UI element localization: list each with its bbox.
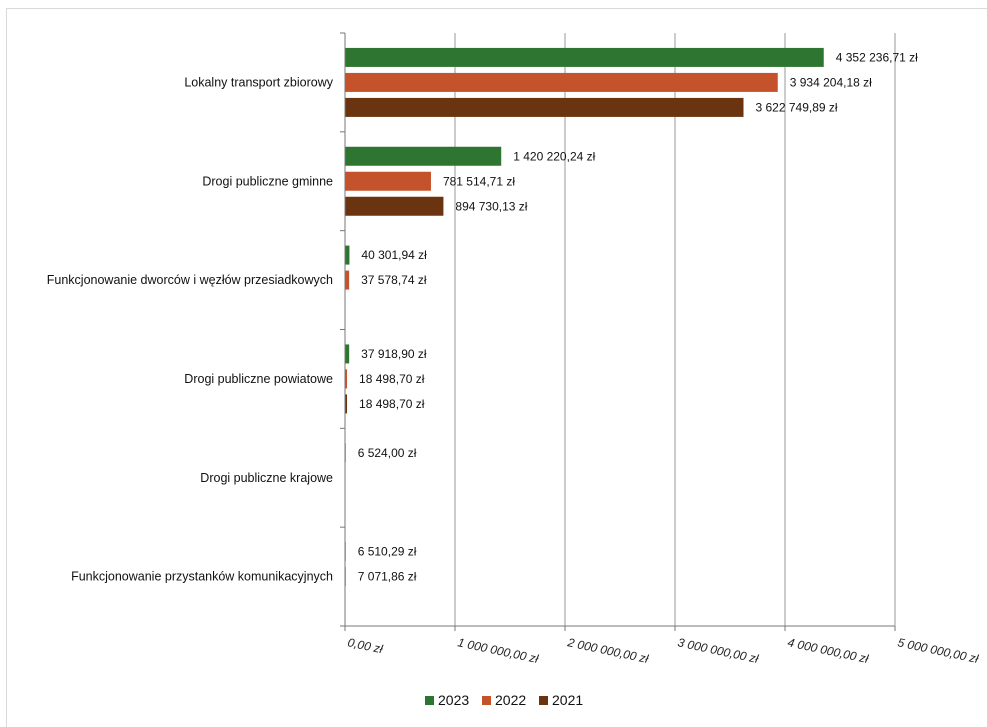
legend-layer: 2023 2022 2021 (425, 692, 583, 708)
x-tick-label: 4 000 000,00 zł (786, 635, 870, 666)
y-category-label: Funkcjonowanie przystanków komunikacyjny… (71, 570, 333, 584)
bar-2022 (345, 270, 350, 290)
data-label: 3 934 204,18 zł (790, 75, 872, 89)
data-label: 18 498,70 zł (359, 397, 425, 411)
frame-top-border (6, 8, 987, 9)
bar-2023 (345, 245, 350, 265)
data-label: 18 498,70 zł (359, 372, 425, 386)
bar-2023 (345, 344, 350, 364)
legend-swatch-2021 (539, 696, 548, 705)
y-category-label: Funkcjonowanie dworców i węzłów przesiad… (47, 273, 333, 287)
data-label: 3 622 749,89 zł (756, 100, 838, 114)
y-category-label: Drogi publiczne powiatowe (184, 372, 333, 386)
legend-swatch-2022 (482, 696, 491, 705)
x-tick-label: 1 000 000,00 zł (456, 635, 540, 666)
data-label: 781 514,71 zł (443, 174, 515, 188)
grid-layer (454, 33, 896, 626)
frame-left-border (6, 8, 7, 727)
axis-layer: 0,00 zł 1 000 000,00 zł 2 000 000,00 zł 3 0… (47, 32, 980, 666)
data-label: 894 730,13 zł (455, 199, 527, 213)
bar-2023 (345, 146, 502, 166)
y-category-label: Lokalny transport zbiorowy (184, 75, 333, 89)
y-category-label: Drogi publiczne gminne (202, 174, 333, 188)
data-label: 1 420 220,24 zł (513, 149, 595, 163)
bar-2021 (345, 394, 348, 414)
data-label: 6 510,29 zł (358, 545, 417, 559)
data-label: 37 578,74 zł (361, 273, 427, 287)
legend-swatch-2023 (425, 696, 434, 705)
y-category-label: Drogi publiczne krajowe (200, 471, 333, 485)
legend-label: 2023 (438, 692, 469, 708)
bars-layer (345, 47, 824, 587)
bar-2022 (345, 171, 431, 191)
bar-2022 (345, 72, 778, 92)
data-label: 37 918,90 zł (361, 347, 427, 361)
bar-2021 (345, 196, 444, 216)
legend-label: 2022 (495, 692, 526, 708)
legend-label: 2021 (552, 692, 583, 708)
x-tick-label: 0,00 zł (346, 635, 384, 656)
bar-2022 (345, 369, 348, 389)
data-label: 6 524,00 zł (358, 446, 417, 460)
bar-2021 (345, 97, 744, 117)
x-tick-label: 2 000 000,00 zł (565, 635, 649, 666)
data-label: 7 071,86 zł (358, 570, 417, 584)
data-label: 40 301,94 zł (361, 248, 427, 262)
x-tick-label: 3 000 000,00 zł (676, 635, 760, 666)
bar-2023 (345, 47, 824, 67)
x-tick-label: 5 000 000,00 zł (896, 635, 980, 666)
labels-layer: 4 352 236,71 zł 3 934 204,18 zł 3 622 749,… (358, 50, 918, 583)
data-label: 4 352 236,71 zł (836, 50, 918, 64)
